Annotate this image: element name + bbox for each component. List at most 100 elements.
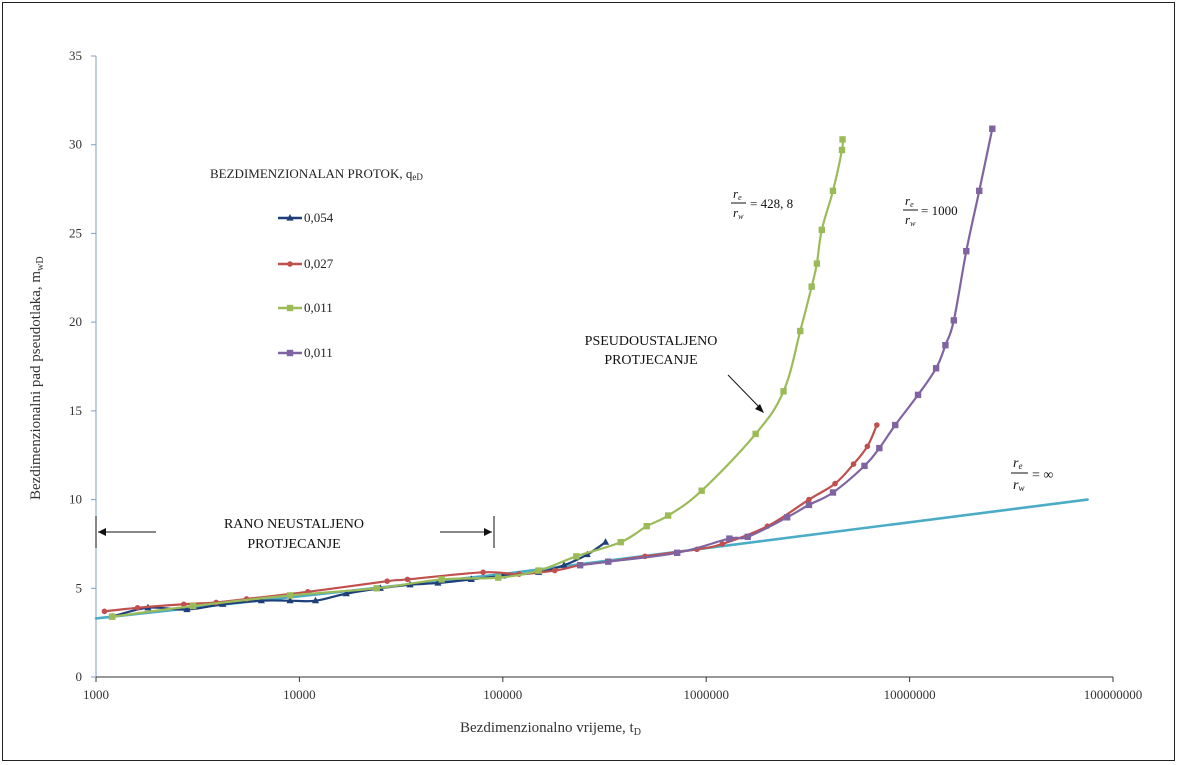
x-axis-label-text: Bezdimenzionalno vrijeme, t <box>460 720 635 736</box>
x-tick-label: 10000000 <box>884 687 936 702</box>
data-point <box>861 462 868 470</box>
data-point <box>829 187 837 195</box>
data-point <box>373 585 380 592</box>
data-point <box>813 260 821 267</box>
ratio-1000-value: = 1000 <box>921 203 958 218</box>
data-point <box>434 578 442 586</box>
y-tick-label: 5 <box>76 580 83 595</box>
data-point <box>404 576 411 583</box>
x-tick-label: 1000000 <box>683 687 729 702</box>
pseudo-arrowhead <box>755 404 764 413</box>
data-point <box>950 317 958 324</box>
y-tick-label: 20 <box>69 314 82 329</box>
x-tick-label: 100000 <box>483 687 522 702</box>
series-layer <box>94 125 1089 620</box>
data-point <box>601 538 610 545</box>
legend-label: 0,011 <box>304 345 333 360</box>
rano-label-line1: RANO NEUSTALJENO <box>224 517 364 532</box>
x-axis-label-sub: D <box>634 727 641 738</box>
y-tick-label: 0 <box>76 669 83 684</box>
data-point <box>180 601 187 608</box>
legend-title-sub: eD <box>412 172 423 182</box>
legend-title-text: BEZDIMENZIONALAN PROTOK, q <box>210 166 413 181</box>
data-point <box>818 226 825 234</box>
data-point <box>808 283 815 290</box>
data-point <box>914 391 922 399</box>
x-axis-label: Bezdimenzionalno vrijeme, tD <box>460 720 641 738</box>
data-point <box>783 514 791 521</box>
ratio-1000-num: re <box>905 193 914 209</box>
ratio-inf-den: rw <box>1013 478 1024 493</box>
pseudo-label-line1: PSEUDOUSTALJENO <box>585 334 718 349</box>
legend-item: 0,054 <box>278 210 334 225</box>
x-tick-label: 100000000 <box>1084 687 1143 702</box>
ratio-label-428: re rw = 428, 8 <box>731 186 793 221</box>
ratio-428-value: = 428, 8 <box>750 196 793 211</box>
x-tick-labels: 1000 10000 100000 1000000 10000000 100000000 <box>83 677 1142 702</box>
data-point <box>850 461 857 467</box>
data-point <box>744 533 751 541</box>
data-point <box>573 553 580 560</box>
data-point <box>286 596 294 604</box>
ratio-inf-value: = ∞ <box>1032 468 1053 483</box>
legend-item: 0,011 <box>278 300 333 315</box>
data-point <box>829 489 837 496</box>
pseudo-label-line2: PROTJECANJE <box>604 353 697 368</box>
data-point <box>480 569 486 576</box>
data-point <box>874 422 880 428</box>
ratio-label-inf: re rw = ∞ <box>1011 456 1053 493</box>
legend-swatch-marker <box>286 304 294 312</box>
data-point <box>780 388 787 395</box>
data-point <box>535 567 542 574</box>
data-point <box>664 512 672 519</box>
legend-swatch-marker <box>286 214 294 221</box>
ratio-428-den: rw <box>733 205 744 221</box>
legend-label: 0,011 <box>304 300 333 315</box>
data-point <box>963 247 970 255</box>
data-point <box>286 592 294 599</box>
legend-label: 0,027 <box>304 256 334 271</box>
legend-swatch-marker <box>286 349 294 357</box>
rano-annotation: RANO NEUSTALJENO PROTJECANJE <box>95 516 495 552</box>
data-point <box>342 589 350 597</box>
y-tick-label: 35 <box>69 48 82 63</box>
legend-title: BEZDIMENZIONALAN PROTOK, qeD <box>210 166 423 182</box>
data-point <box>384 578 390 584</box>
data-point <box>752 430 759 438</box>
data-point <box>797 327 804 335</box>
y-tick-label: 30 <box>69 137 82 152</box>
ratio-428-num: re <box>733 186 742 202</box>
y-tick-label: 25 <box>69 225 82 240</box>
series-3 <box>576 125 996 569</box>
data-point <box>257 596 265 604</box>
data-point <box>605 558 612 565</box>
data-point <box>838 146 846 154</box>
y-axis-label: Bezdimenzionalni pad pseudotlaka, mwD <box>28 256 46 500</box>
rano-arrowhead-left <box>98 528 106 536</box>
y-tick-labels: 0 5 10 15 20 25 30 35 <box>69 48 96 684</box>
legend: BEZDIMENZIONALAN PROTOK, qeD 0,054 0,027 0… <box>210 166 423 360</box>
pseudo-annotation: PSEUDOUSTALJENO PROTJECANJE <box>585 334 764 413</box>
data-point <box>495 574 502 581</box>
data-point <box>673 549 681 556</box>
series-2 <box>108 136 846 620</box>
data-point <box>576 562 584 569</box>
data-point <box>805 501 813 509</box>
legend-item: 0,011 <box>278 345 333 360</box>
ratio-1000-den: rw <box>905 212 916 228</box>
legend-swatch-marker <box>287 261 293 267</box>
rano-arrowhead-right <box>484 528 492 536</box>
data-point <box>698 487 705 494</box>
data-point <box>806 496 812 503</box>
data-point <box>183 605 191 613</box>
data-point <box>108 613 116 620</box>
ratio-label-1000: re rw = 1000 <box>903 193 958 228</box>
data-point <box>719 541 726 547</box>
data-point <box>189 602 197 610</box>
axes <box>95 56 1113 678</box>
x-tick-label: 10000 <box>283 687 316 702</box>
data-point <box>839 136 846 143</box>
data-point <box>560 561 568 568</box>
